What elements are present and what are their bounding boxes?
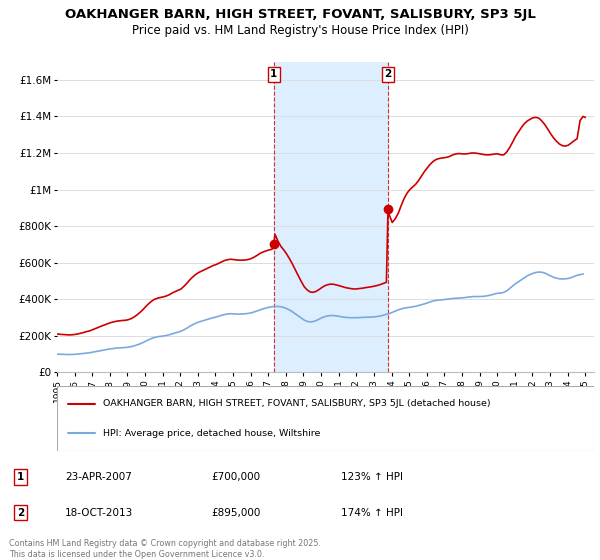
Text: 123% ↑ HPI: 123% ↑ HPI [341,472,403,482]
Text: 23-APR-2007: 23-APR-2007 [65,472,131,482]
Text: 1: 1 [17,472,25,482]
Text: 2: 2 [17,508,25,518]
Text: 1: 1 [270,69,277,80]
Bar [274,62,388,372]
Text: Price paid vs. HM Land Registry's House Price Index (HPI): Price paid vs. HM Land Registry's House … [131,24,469,36]
Text: 174% ↑ HPI: 174% ↑ HPI [341,508,403,518]
Text: OAKHANGER BARN, HIGH STREET, FOVANT, SALISBURY, SP3 5JL: OAKHANGER BARN, HIGH STREET, FOVANT, SAL… [65,8,535,21]
Text: Contains HM Land Registry data © Crown copyright and database right 2025.
This d: Contains HM Land Registry data © Crown c… [9,539,321,559]
Text: OAKHANGER BARN, HIGH STREET, FOVANT, SALISBURY, SP3 5JL (detached house): OAKHANGER BARN, HIGH STREET, FOVANT, SAL… [103,399,490,408]
Text: £700,000: £700,000 [212,472,261,482]
Text: 2: 2 [385,69,392,80]
Text: HPI: Average price, detached house, Wiltshire: HPI: Average price, detached house, Wilt… [103,429,320,438]
FancyBboxPatch shape [57,386,594,451]
Text: £895,000: £895,000 [212,508,261,518]
Text: 18-OCT-2013: 18-OCT-2013 [65,508,133,518]
